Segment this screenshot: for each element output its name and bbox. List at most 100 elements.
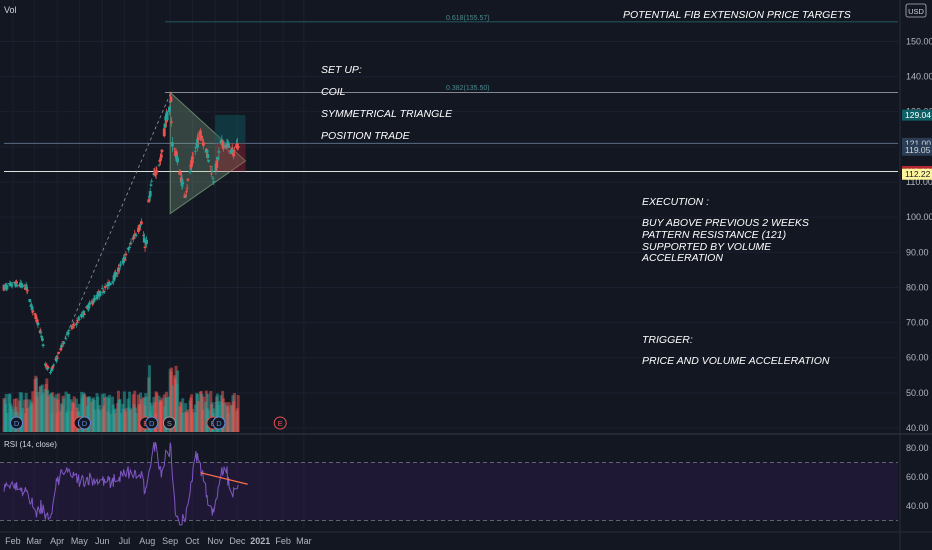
candle-body[interactable]	[56, 357, 60, 359]
candle-body[interactable]	[206, 154, 210, 158]
candle-body[interactable]	[179, 172, 182, 175]
candle-body[interactable]	[46, 367, 49, 370]
candle-body[interactable]	[105, 284, 109, 287]
candle-body[interactable]	[162, 128, 166, 137]
candle-body[interactable]	[46, 366, 50, 368]
candle-body[interactable]	[124, 253, 128, 256]
candle-body[interactable]	[193, 150, 197, 152]
candle-body[interactable]	[189, 164, 193, 168]
candle-body[interactable]	[142, 237, 146, 243]
candle-body[interactable]	[59, 348, 63, 351]
candle-body[interactable]	[98, 290, 102, 297]
candle-body[interactable]	[184, 195, 188, 197]
candle-body[interactable]	[132, 235, 136, 239]
candle-body[interactable]	[93, 298, 97, 300]
candle-body[interactable]	[8, 283, 12, 285]
candle-body[interactable]	[91, 302, 95, 304]
candle-body[interactable]	[107, 282, 111, 287]
candle-body[interactable]	[103, 291, 106, 293]
candle-body[interactable]	[117, 268, 121, 270]
candle-body[interactable]	[217, 151, 221, 153]
candle-body[interactable]	[61, 341, 65, 343]
candle-body[interactable]	[119, 263, 123, 265]
candle-body[interactable]	[18, 282, 22, 286]
candle-body[interactable]	[134, 234, 138, 236]
candle-body[interactable]	[215, 160, 219, 168]
candle-body[interactable]	[92, 298, 96, 302]
candle-body[interactable]	[123, 259, 127, 261]
stop-loss-zone[interactable]	[215, 143, 246, 172]
candle-body[interactable]	[201, 142, 205, 146]
candle-body[interactable]	[231, 149, 235, 152]
candle-body[interactable]	[96, 293, 100, 297]
candle-body[interactable]	[134, 234, 137, 236]
candle-body[interactable]	[69, 326, 73, 328]
fib-dashed-line[interactable]	[50, 92, 172, 372]
candle-body[interactable]	[220, 139, 224, 143]
candle-body[interactable]	[181, 182, 185, 185]
candle-body[interactable]	[233, 150, 236, 151]
candle-body[interactable]	[196, 139, 199, 148]
candle-body[interactable]	[137, 225, 141, 231]
candle-body[interactable]	[122, 257, 126, 260]
candle-body[interactable]	[153, 170, 157, 173]
candle-body[interactable]	[194, 146, 198, 148]
candle-body[interactable]	[45, 365, 49, 367]
candle-body[interactable]	[38, 330, 42, 334]
candle-body[interactable]	[122, 258, 126, 263]
candle-body[interactable]	[101, 292, 105, 294]
candle-body[interactable]	[15, 281, 18, 284]
candle-body[interactable]	[33, 313, 37, 315]
candle-body[interactable]	[152, 173, 156, 176]
candle-body[interactable]	[169, 96, 173, 102]
candle-body[interactable]	[148, 191, 152, 197]
candle-body[interactable]	[232, 153, 236, 157]
candle-body[interactable]	[227, 142, 230, 148]
candle-body[interactable]	[15, 285, 19, 286]
candle-body[interactable]	[211, 177, 215, 179]
candle-body[interactable]	[199, 135, 203, 139]
candle-body[interactable]	[86, 305, 89, 307]
candle-body[interactable]	[20, 283, 24, 287]
candle-body[interactable]	[49, 372, 52, 374]
candle-body[interactable]	[74, 323, 78, 325]
candle-body[interactable]	[71, 325, 75, 327]
candle-body[interactable]	[57, 352, 61, 354]
candle-body[interactable]	[145, 239, 148, 245]
candle-body[interactable]	[62, 341, 66, 344]
candle-body[interactable]	[2, 284, 6, 291]
candle-body[interactable]	[222, 144, 226, 146]
candle-body[interactable]	[40, 335, 44, 338]
candle-body[interactable]	[24, 284, 28, 290]
candle-body[interactable]	[147, 199, 151, 203]
candle-body[interactable]	[168, 106, 171, 112]
candle-body[interactable]	[227, 150, 231, 152]
event-marker[interactable]	[212, 416, 226, 430]
candle-body[interactable]	[190, 156, 194, 164]
candle-body[interactable]	[41, 344, 45, 347]
candle-body[interactable]	[174, 150, 178, 156]
candle-body[interactable]	[83, 314, 86, 315]
event-markers[interactable]: DEDEDSEDE	[10, 416, 287, 430]
candle-body[interactable]	[77, 317, 80, 319]
candle-body[interactable]	[67, 329, 71, 331]
candle-body[interactable]	[52, 364, 55, 366]
candle-body[interactable]	[34, 314, 38, 320]
candle-body[interactable]	[88, 302, 92, 305]
candle-body[interactable]	[155, 170, 159, 173]
candle-body[interactable]	[65, 334, 69, 336]
candle-body[interactable]	[170, 121, 174, 123]
candle-body[interactable]	[9, 283, 13, 287]
candle-body[interactable]	[66, 332, 70, 335]
candle-body[interactable]	[212, 181, 216, 183]
candle-body[interactable]	[87, 304, 91, 309]
candle-body[interactable]	[221, 141, 224, 145]
candle-body[interactable]	[50, 367, 54, 371]
candle-body[interactable]	[112, 275, 116, 281]
candle-body[interactable]	[216, 157, 220, 160]
candle-body[interactable]	[224, 145, 228, 149]
candle-body[interactable]	[76, 322, 80, 324]
candle-body[interactable]	[185, 191, 188, 193]
candle-body[interactable]	[72, 325, 76, 327]
candle-body[interactable]	[80, 315, 84, 317]
